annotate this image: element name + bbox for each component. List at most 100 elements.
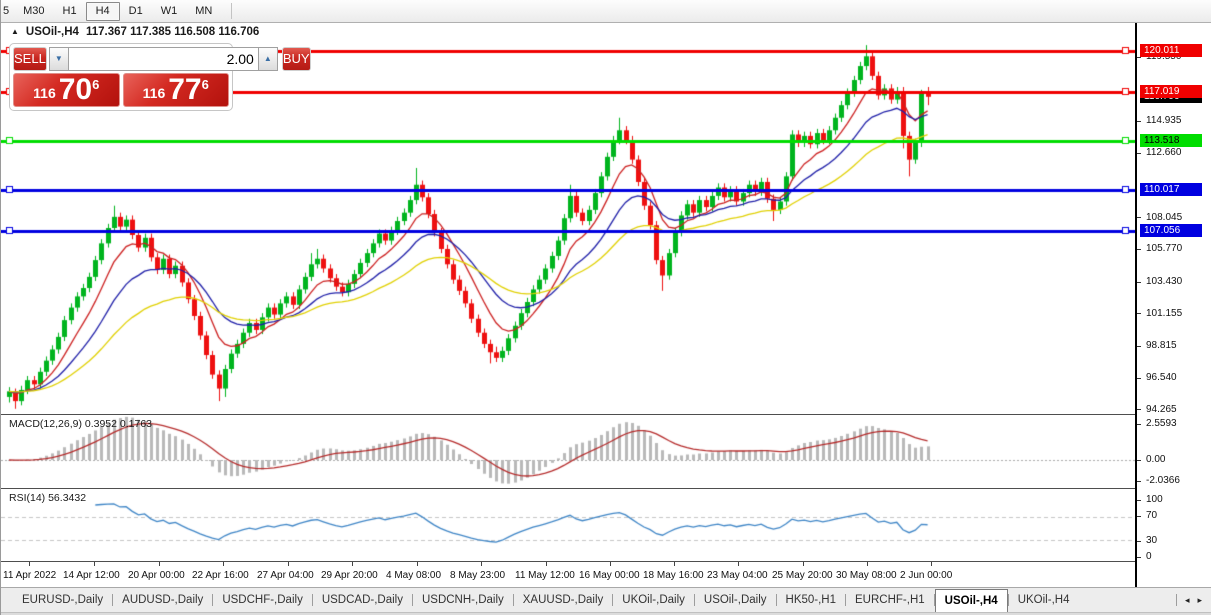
- rsi-axis-label: 70: [1146, 510, 1158, 521]
- ask-big-digits: 77: [168, 73, 202, 106]
- volume-input[interactable]: [68, 47, 258, 71]
- ask-quote-button[interactable]: 116 77 6: [122, 73, 229, 107]
- time-axis-tick: [867, 562, 868, 566]
- price-axis-tick: [1137, 152, 1141, 154]
- chart-tab-bar: EURUSD-,Daily AUDUSD-,Daily USDCHF-,Daily U…: [1, 587, 1211, 612]
- macd-panel-canvas[interactable]: [1, 415, 1135, 487]
- rsi-axis-tick: [1137, 500, 1141, 501]
- price-axis-tick: [1137, 281, 1141, 283]
- price-axis-tick: [1137, 377, 1141, 379]
- price-axis-label: 94.265: [1146, 403, 1177, 415]
- tab-separator: [933, 594, 935, 606]
- timeframe-button-mn[interactable]: MN: [195, 4, 213, 17]
- tab-scroll-left-icon[interactable]: ◂: [1184, 594, 1190, 605]
- level-price-badge: 120.011: [1140, 43, 1202, 57]
- time-axis-label: 11 May 12:00: [515, 570, 575, 581]
- time-axis-label: 29 Apr 20:00: [321, 570, 378, 581]
- time-axis-tick: [417, 562, 418, 566]
- time-axis-label: 2 Jun 00:00: [900, 570, 953, 581]
- tab-audusd-daily[interactable]: AUDUSD-,Daily: [122, 594, 204, 606]
- time-axis-tick: [223, 562, 224, 566]
- timeframe-button-h1[interactable]: H1: [62, 4, 77, 17]
- timeframe-button-w1[interactable]: W1: [160, 4, 178, 17]
- volume-stepper: ▼ ▲: [48, 47, 278, 71]
- time-axis-tick: [803, 562, 804, 566]
- tab-eurchf-h1[interactable]: EURCHF-,H1: [855, 594, 925, 606]
- tab-hk50-h1[interactable]: HK50-,H1: [785, 594, 837, 606]
- tab-xauusd-daily[interactable]: XAUUSD-,Daily: [522, 594, 604, 606]
- rsi-axis-label: 30: [1146, 535, 1158, 546]
- tab-separator: [1175, 594, 1177, 606]
- panel-divider: [1, 488, 1211, 489]
- sell-button[interactable]: SELL: [13, 47, 47, 71]
- time-axis-label: 27 Apr 04:00: [257, 570, 314, 581]
- bid-superscript: 6: [92, 77, 100, 92]
- tab-separator: [1007, 594, 1009, 606]
- time-axis-label: 11 Apr 2022: [3, 570, 57, 581]
- time-axis-tick: [29, 562, 30, 566]
- timeframe-button-m30[interactable]: M30: [23, 4, 45, 17]
- time-axis-tick: [352, 562, 353, 566]
- tab-usdcnh-daily[interactable]: USDCNH-,Daily: [421, 594, 504, 606]
- time-axis-label: 22 Apr 16:00: [192, 570, 249, 581]
- tab-usoil-h4[interactable]: USOil-,H4: [934, 589, 1008, 612]
- time-axis-tick: [931, 562, 932, 566]
- chart-area[interactable]: ▲ USOil-,H4 117.367 117.385 116.508 116.…: [1, 23, 1211, 587]
- tab-separator: [512, 594, 514, 606]
- price-axis-label: 101.155: [1146, 307, 1183, 319]
- buy-button[interactable]: BUY: [281, 47, 311, 71]
- time-axis-tick: [288, 562, 289, 566]
- tab-separator: [693, 594, 695, 606]
- time-axis-label: 30 May 08:00: [836, 570, 897, 581]
- macd-indicator-label: MACD(12,26,9) 0.3952 0.1763: [9, 418, 153, 430]
- tab-separator: [775, 594, 777, 606]
- tab-usdcad-daily[interactable]: USDCAD-,Daily: [321, 594, 403, 606]
- macd-axis-label: -2.0366: [1146, 475, 1180, 486]
- rsi-axis-tick: [1137, 557, 1141, 558]
- time-axis-label: 14 Apr 12:00: [63, 570, 120, 581]
- price-axis-tick: [1137, 313, 1141, 315]
- tab-separator: [112, 594, 114, 606]
- tab-ukoil-h4[interactable]: UKOil-,H4: [1017, 594, 1070, 606]
- time-axis-label: 8 May 23:00: [450, 570, 506, 581]
- time-axis-tick: [546, 562, 547, 566]
- volume-increase-icon[interactable]: ▲: [257, 47, 278, 71]
- window-bottom-edge: [1, 612, 1211, 615]
- timeframe-button-d1[interactable]: D1: [128, 4, 143, 17]
- price-axis[interactable]: 119.550114.935112.660108.045105.770103.4…: [1135, 23, 1211, 587]
- time-axis-label: 4 May 08:00: [386, 570, 442, 581]
- timeframe-button-h4[interactable]: H4: [85, 1, 120, 21]
- macd-axis-label: 2.5593: [1146, 418, 1177, 429]
- tab-separator: [411, 594, 413, 606]
- symbol-ohlc-readout: ▲ USOil-,H4 117.367 117.385 116.508 116.…: [11, 26, 259, 38]
- bid-quote-button[interactable]: 116 70 6: [13, 73, 120, 107]
- price-axis-label: 105.770: [1146, 243, 1183, 255]
- tab-separator: [311, 594, 313, 606]
- tab-eurusd-daily[interactable]: EURUSD-,Daily: [22, 594, 104, 606]
- ask-superscript: 6: [201, 77, 209, 92]
- panel-divider: [1, 414, 1211, 415]
- tab-ukoil-daily[interactable]: UKOil-,Daily: [622, 594, 685, 606]
- time-axis-tick: [159, 562, 160, 566]
- price-axis-tick: [1137, 248, 1141, 250]
- panel-divider: [1, 561, 1211, 562]
- tab-usoil-daily[interactable]: USOil-,Daily: [703, 594, 767, 606]
- tab-usdchf-daily[interactable]: USDCHF-,Daily: [222, 594, 303, 606]
- time-axis-label: 23 May 04:00: [707, 570, 768, 581]
- macd-axis-tick: [1137, 481, 1141, 482]
- rsi-axis-label: 100: [1146, 494, 1163, 505]
- rsi-panel-canvas[interactable]: [1, 489, 1135, 560]
- collapse-panel-icon[interactable]: ▲: [11, 26, 19, 36]
- level-price-badge: 113.518: [1140, 134, 1202, 148]
- one-click-trading-panel: SELL ▼ ▲ BUY 116 70 6 116 77 6: [9, 43, 311, 111]
- time-axis[interactable]: 11 Apr 2022 14 Apr 12:00 20 Apr 00:00 22 Ap…: [1, 562, 1135, 587]
- volume-decrease-icon[interactable]: ▼: [48, 47, 69, 71]
- toolbar-separator: [231, 3, 233, 19]
- time-axis-tick: [674, 562, 675, 566]
- tab-separator: [612, 594, 614, 606]
- timeframe-button-5[interactable]: 5: [3, 4, 10, 17]
- tab-scroll-right-icon[interactable]: ▸: [1197, 594, 1202, 605]
- time-axis-tick: [481, 562, 482, 566]
- symbol-name: USOil-,H4: [25, 26, 79, 38]
